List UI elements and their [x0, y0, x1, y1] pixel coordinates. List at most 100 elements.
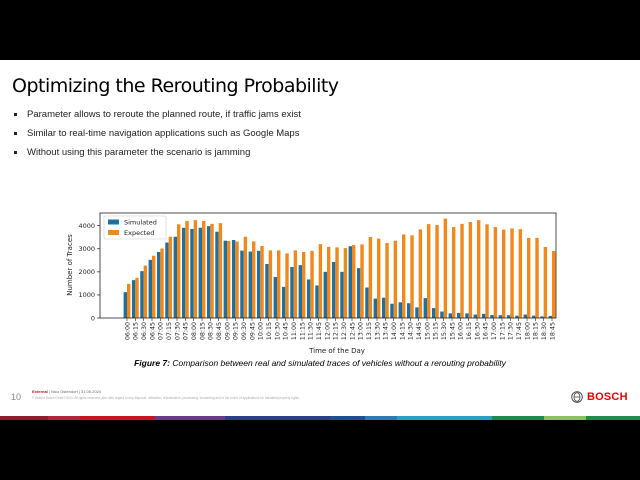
- bar-expected-13:00: [360, 244, 364, 318]
- x-tick-label: 07:45: [183, 322, 190, 340]
- bullet-item: Without using this parameter the scenari…: [12, 147, 301, 166]
- bar-simulated-10:00: [256, 250, 261, 318]
- bar-simulated-13:15: [365, 287, 369, 318]
- x-tick-label: 10:30: [274, 322, 281, 340]
- bar-expected-06:15: [135, 277, 139, 318]
- x-tick-label: 06:45: [149, 322, 156, 340]
- bar-simulated-12:00: [323, 271, 327, 318]
- x-tick-label: 12:15: [333, 322, 340, 340]
- bar-expected-15:30: [443, 218, 448, 318]
- legend-label-expected: Expected: [124, 229, 154, 237]
- caption-text: Comparison between real and simulated tr…: [169, 358, 506, 368]
- bar-simulated-08:30: [206, 226, 211, 318]
- bar-simulated-11:45: [315, 285, 319, 318]
- bar-expected-10:00: [260, 246, 264, 318]
- bar-simulated-06:30: [140, 271, 144, 318]
- y-axis-label: Number of Traces: [66, 234, 74, 296]
- x-tick-label: 15:45: [449, 322, 456, 340]
- bar-expected-16:45: [485, 224, 489, 318]
- bar-simulated-06:15: [131, 280, 136, 318]
- x-tick-label: 11:45: [316, 322, 323, 340]
- x-tick-label: 09:15: [233, 322, 240, 340]
- bar-simulated-12:30: [340, 271, 344, 318]
- bar-simulated-18:30: [540, 316, 544, 318]
- x-tick-label: 14:00: [391, 322, 398, 340]
- x-tick-label: 13:30: [374, 322, 381, 340]
- x-tick-label: 16:00: [458, 322, 465, 340]
- bar-simulated-08:45: [215, 231, 219, 318]
- bullet-text: Similar to real-time navigation applicat…: [27, 128, 300, 139]
- bar-expected-06:00: [127, 283, 131, 318]
- bar-expected-18:00: [527, 237, 531, 318]
- x-tick-label: 08:30: [208, 322, 215, 340]
- y-tick-label: 1000: [78, 291, 95, 299]
- x-tick-label: 06:30: [141, 322, 148, 340]
- bar-simulated-18:45: [548, 315, 552, 318]
- bar-simulated-12:15: [331, 261, 336, 318]
- bar-simulated-17:15: [498, 315, 502, 318]
- bar-expected-11:30: [310, 250, 314, 318]
- x-tick-label: 12:00: [324, 322, 331, 340]
- bosch-armature-icon: [571, 391, 583, 403]
- x-tick-label: 11:15: [299, 322, 306, 340]
- legend-label-simulated: Simulated: [124, 219, 157, 227]
- bar-simulated-06:00: [123, 292, 127, 318]
- x-tick-label: 13:15: [366, 322, 373, 340]
- bullet-text: Without using this parameter the scenari…: [27, 147, 251, 158]
- slide: Optimizing the Rerouting Probability Par…: [0, 60, 640, 420]
- x-tick-label: 10:15: [266, 322, 273, 340]
- bar-expected-18:15: [535, 237, 539, 318]
- bar-expected-16:15: [468, 222, 473, 318]
- bar-simulated-10:45: [281, 286, 286, 318]
- bar-expected-07:00: [160, 248, 164, 318]
- bar-expected-11:15: [302, 252, 306, 318]
- bar-simulated-09:45: [248, 251, 252, 318]
- x-tick-label: 15:15: [433, 322, 440, 340]
- bar-expected-07:45: [185, 221, 189, 318]
- bar-expected-18:30: [543, 246, 548, 318]
- footer-info: External | Nico Ostendorf | 31.05.2024: [32, 389, 101, 394]
- x-tick-label: 09:45: [249, 322, 256, 340]
- x-tick-label: 13:00: [358, 322, 365, 340]
- classification-label: External: [32, 389, 48, 394]
- bar-expected-06:45: [152, 255, 156, 318]
- bar-expected-07:15: [168, 236, 173, 318]
- legend-swatch-simulated: [108, 219, 119, 225]
- bar-expected-17:00: [493, 227, 498, 318]
- copyright-text: © Robert Bosch GmbH 2024. All rights res…: [32, 396, 300, 400]
- bar-expected-13:45: [385, 243, 389, 318]
- x-tick-label: 06:15: [133, 322, 140, 340]
- x-tick-label: 14:15: [399, 322, 406, 340]
- bar-expected-14:45: [418, 229, 423, 318]
- bar-expected-12:30: [343, 248, 348, 318]
- x-tick-label: 15:00: [424, 322, 431, 340]
- caption-label: Figure 7:: [134, 358, 170, 368]
- x-tick-label: 08:15: [199, 322, 206, 340]
- bar-expected-14:15: [402, 234, 406, 318]
- bar-expected-06:30: [143, 265, 148, 318]
- x-tick-label: 14:30: [408, 322, 415, 340]
- bar-expected-08:45: [218, 223, 223, 318]
- legend: Simulated Expected: [103, 215, 167, 240]
- bar-simulated-17:00: [490, 315, 494, 318]
- bar-simulated-18:00: [523, 314, 527, 318]
- x-tick-label: 06:00: [124, 322, 131, 340]
- x-tick-label: 16:30: [474, 322, 481, 340]
- x-tick-label: 18:30: [541, 322, 548, 340]
- bar-expected-17:45: [518, 229, 523, 318]
- bar-simulated-09:15: [231, 240, 236, 318]
- x-tick-label: 09:30: [241, 322, 248, 340]
- bar-simulated-15:45: [448, 313, 452, 318]
- bar-simulated-13:30: [373, 298, 377, 318]
- x-tick-label: 18:45: [549, 322, 556, 340]
- x-tick-label: 10:45: [283, 322, 290, 340]
- x-tick-label: 12:45: [349, 322, 356, 340]
- bar-expected-13:30: [377, 238, 381, 318]
- legend-box: [103, 215, 167, 240]
- y-tick-label: 3000: [78, 245, 95, 253]
- bar-simulated-11:15: [298, 265, 302, 318]
- author-date: | Nico Ostendorf | 31.05.2024: [47, 389, 102, 394]
- x-tick-label: 17:15: [499, 322, 506, 340]
- bar-expected-11:00: [293, 250, 298, 318]
